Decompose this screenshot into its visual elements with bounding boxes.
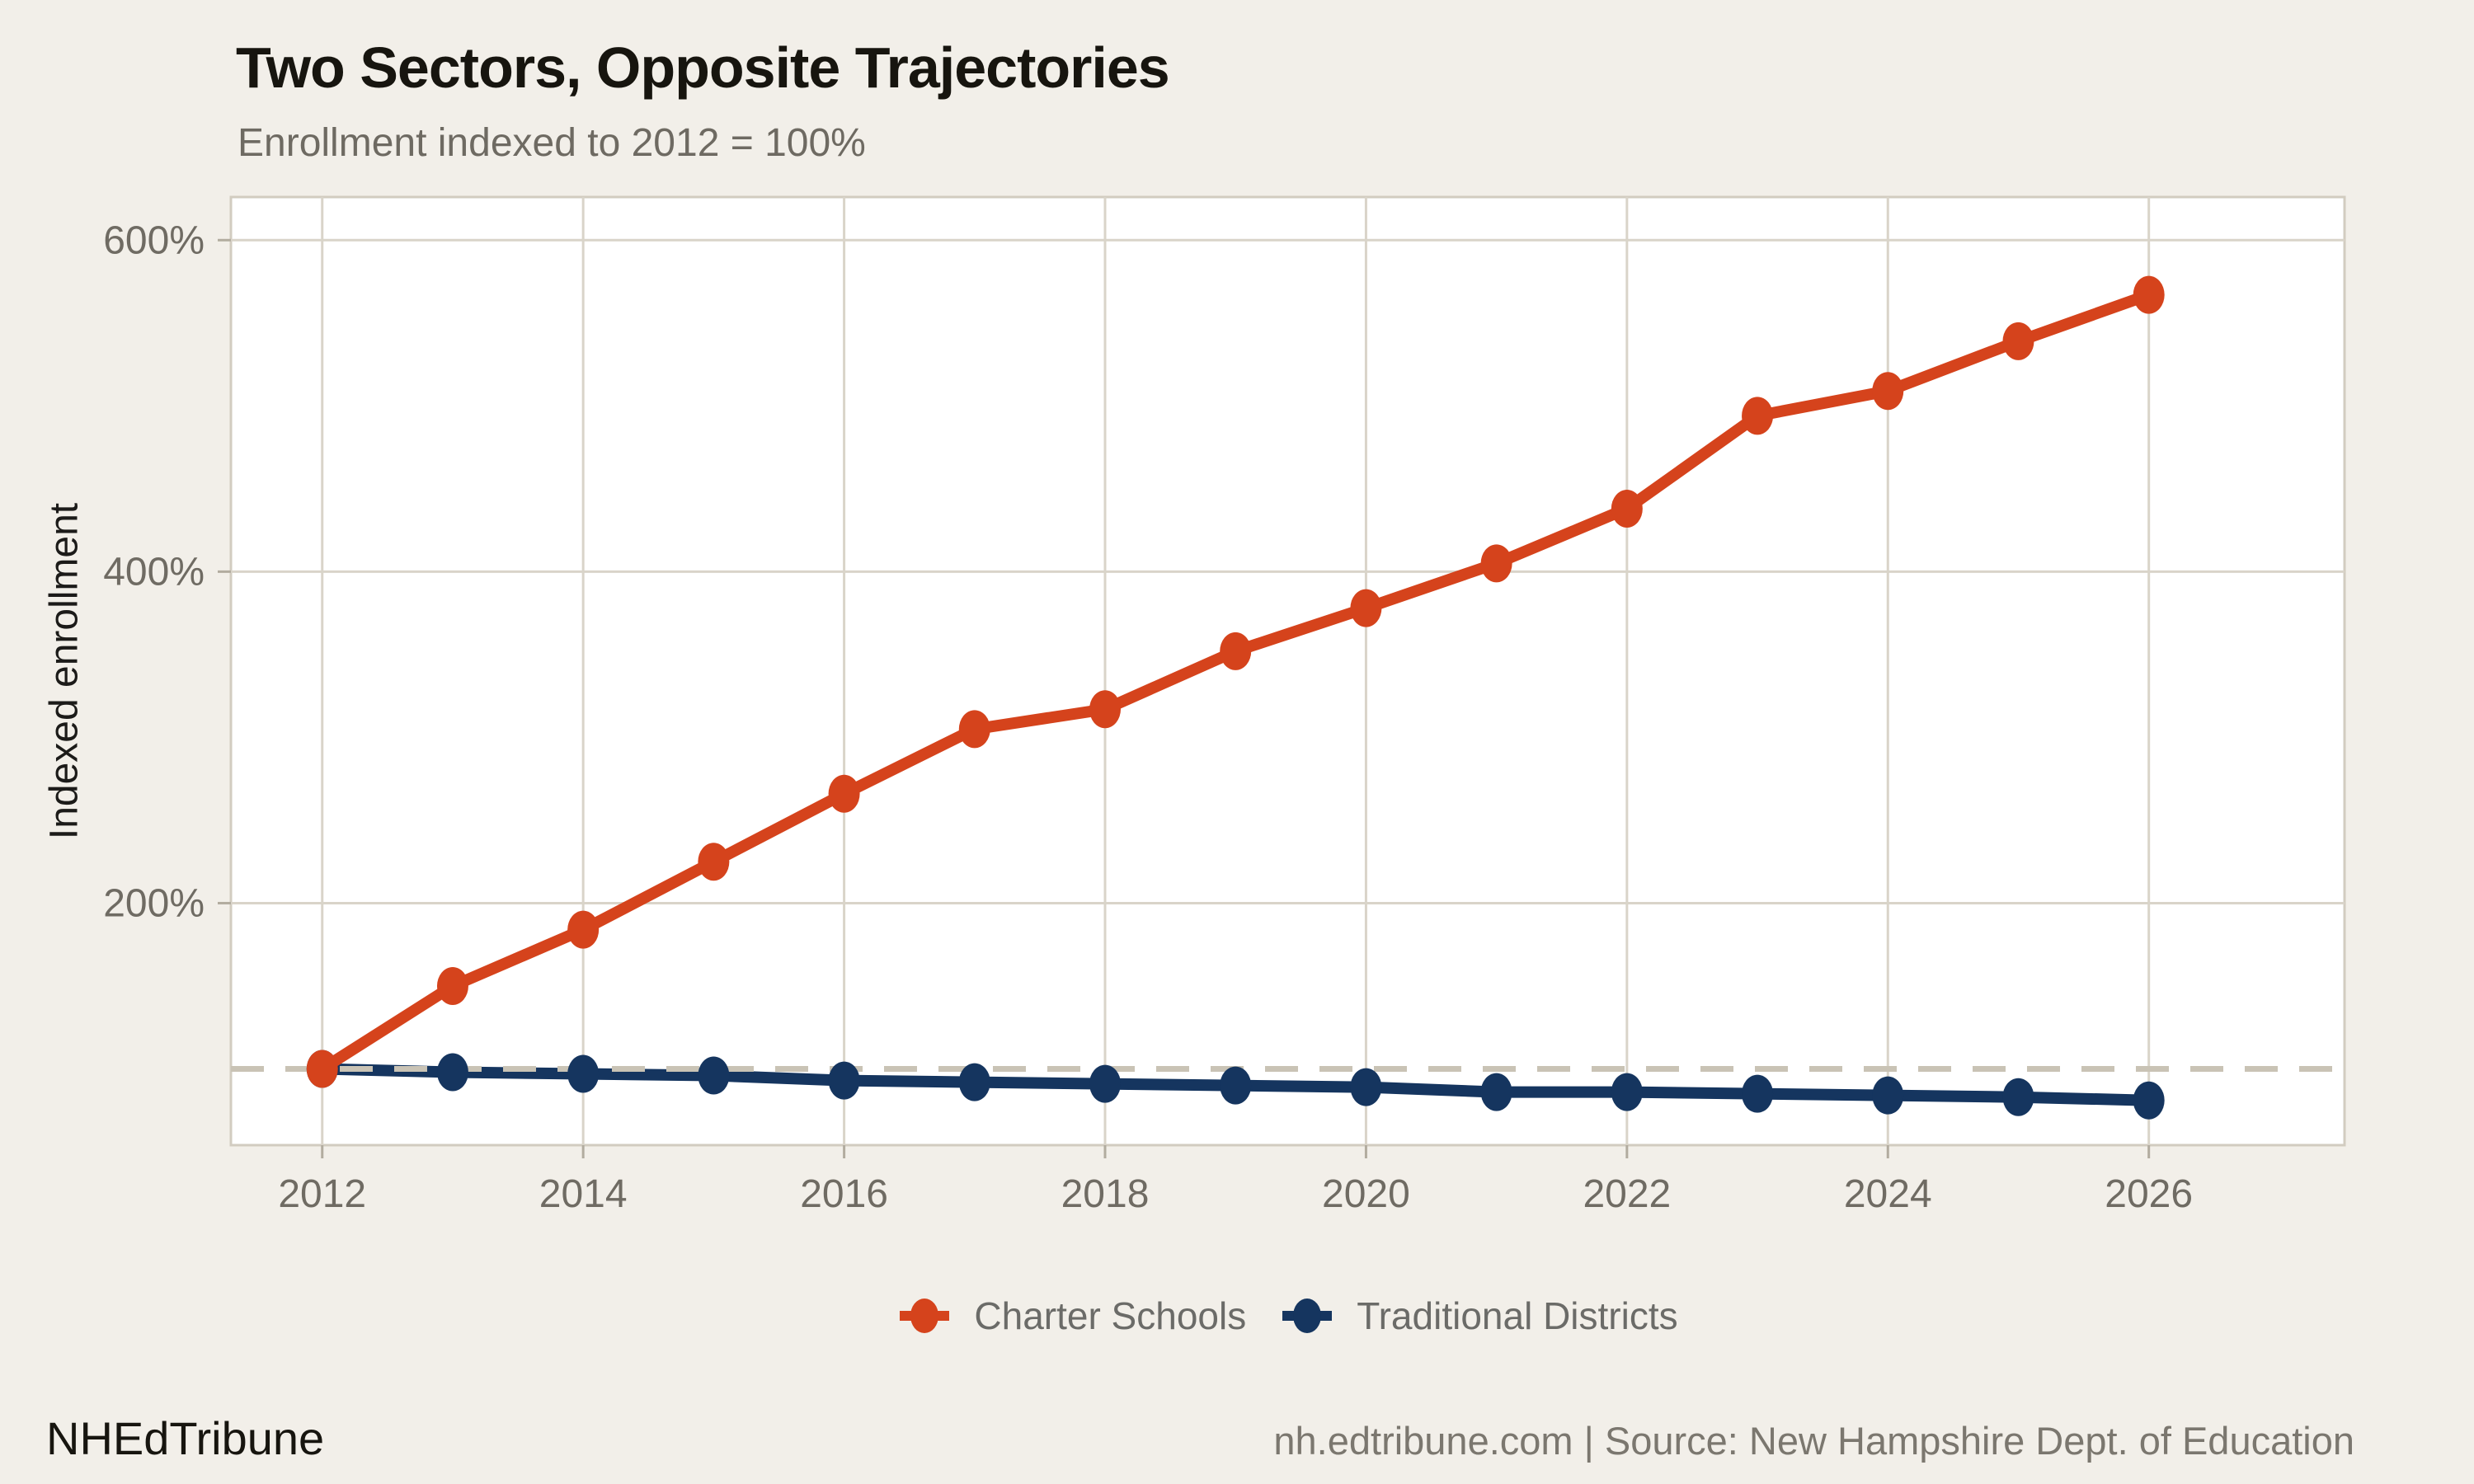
chart-title: Two Sectors, Opposite Trajectories [236,35,1170,100]
x-tick-label: 2014 [539,1172,628,1216]
legend-item-charter-schools: Charter Schools [898,1293,1246,1339]
x-tick-label: 2024 [1844,1172,1932,1216]
y-tick-label: 400% [103,550,205,594]
y-tick-label: 200% [103,881,205,925]
footer-brand: NHEdTribune [46,1412,325,1464]
legend-marker-charter-icon [900,1298,950,1333]
chart-legend: Charter Schools Traditional Districts [51,1293,2474,1339]
legend-item-traditional-districts: Traditional Districts [1281,1293,1678,1339]
x-tick-label: 2016 [800,1172,888,1216]
legend-label-traditional-districts: Traditional Districts [1357,1294,1678,1337]
legend-marker-traditional-icon [1282,1298,1333,1333]
legend-label-charter-schools: Charter Schools [974,1294,1247,1337]
y-tick-label: 600% [103,218,205,262]
x-tick-label: 2018 [1061,1172,1150,1216]
chart-subtitle: Enrollment indexed to 2012 = 100% [238,121,866,165]
x-tick-label: 2012 [278,1172,366,1216]
x-tick-label: 2022 [1583,1172,1671,1216]
footer-source: nh.edtribune.com | Source: New Hampshire… [1273,1419,2354,1463]
axis-ticks-and-labels: 2012 2014 2016 2018 2020 2022 2024 2026 200% 400%… [103,218,2193,1216]
x-tick-label: 2026 [2105,1172,2193,1216]
x-tick-label: 2020 [1322,1172,1410,1216]
gridlines [231,197,2345,1145]
charter-schools-points [306,275,2165,1088]
